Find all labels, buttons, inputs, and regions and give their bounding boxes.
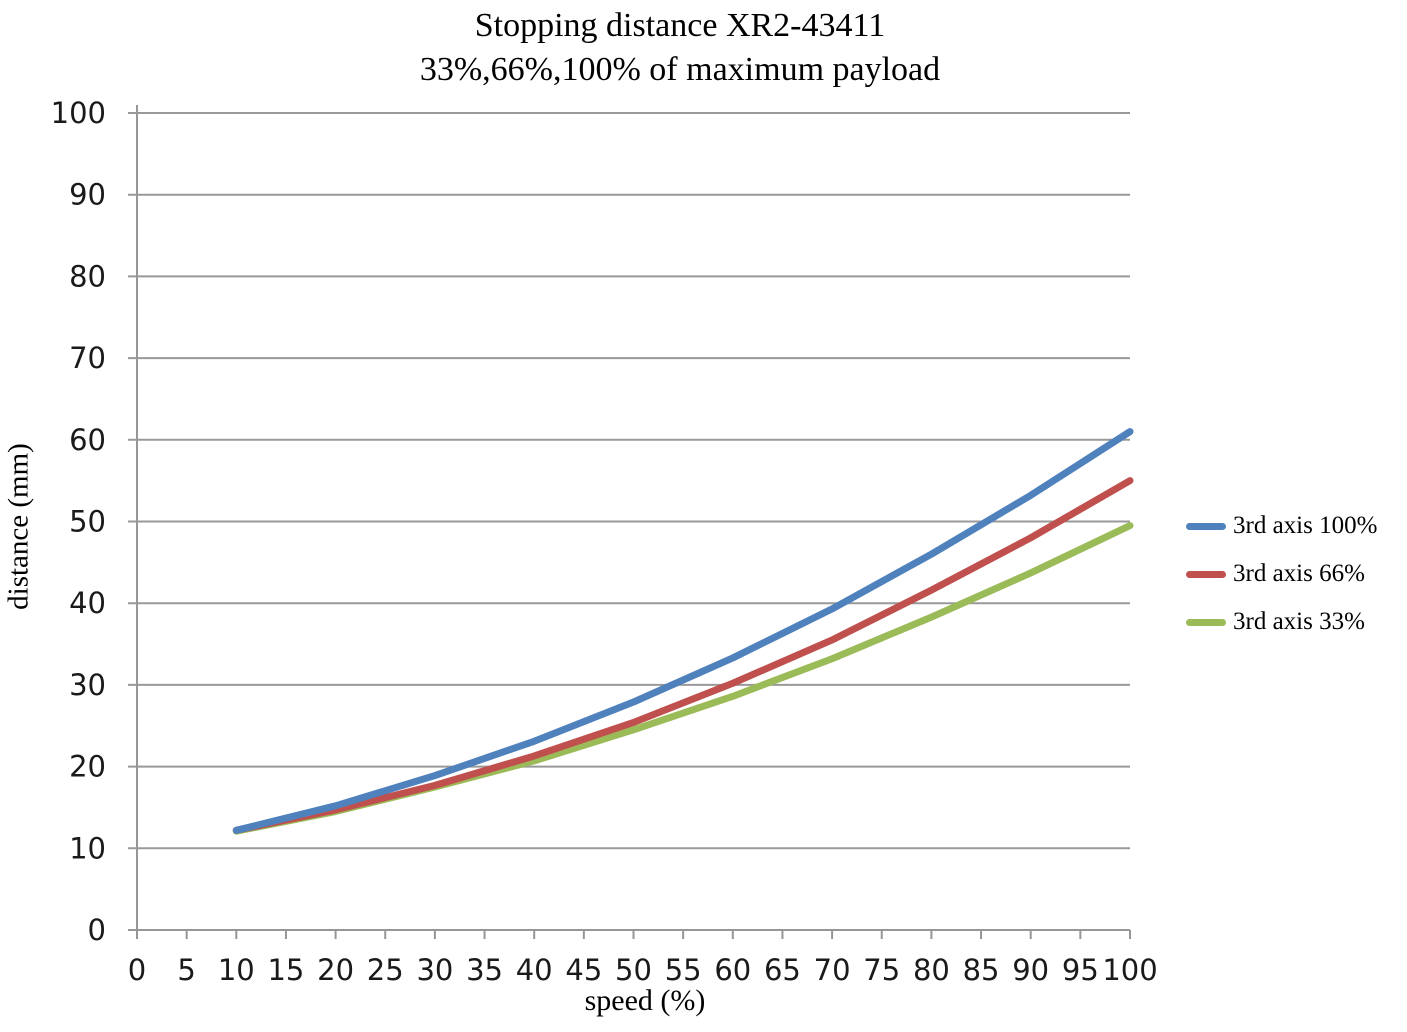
chart-title: Stopping distance XR2-43411 <box>474 7 886 44</box>
svg-text:70: 70 <box>814 953 851 987</box>
svg-text:20: 20 <box>317 953 354 987</box>
x-axis-tick-labels: 0 5 10 15 20 25 30 35 40 45 50 55 60 65 70 75 80 85 90 95 10… <box>128 953 1158 987</box>
svg-text:90: 90 <box>69 178 106 212</box>
svg-text:100: 100 <box>51 96 106 130</box>
legend-item-100: 3rd axis 100% <box>1186 512 1377 540</box>
svg-text:60: 60 <box>69 423 106 457</box>
svg-text:30: 30 <box>69 668 106 702</box>
svg-text:100: 100 <box>1102 953 1157 987</box>
svg-text:15: 15 <box>267 953 304 987</box>
x-axis-title: speed (%) <box>584 984 706 1017</box>
legend-label: 3rd axis 66% <box>1233 560 1365 587</box>
legend-line-swatch-red <box>1186 570 1226 578</box>
x-axis-ticks <box>136 930 1131 939</box>
svg-text:30: 30 <box>416 953 453 987</box>
legend-label: 3rd axis 100% <box>1233 512 1378 539</box>
svg-text:95: 95 <box>1062 953 1099 987</box>
svg-text:25: 25 <box>367 953 404 987</box>
svg-text:75: 75 <box>863 953 900 987</box>
svg-text:40: 40 <box>69 586 106 620</box>
svg-text:80: 80 <box>69 259 106 293</box>
svg-text:65: 65 <box>764 953 801 987</box>
chart-subtitle: 33%,66%,100% of maximum payload <box>419 51 941 88</box>
svg-text:0: 0 <box>88 913 106 947</box>
svg-text:40: 40 <box>516 953 553 987</box>
series-line-3rd-axis-100- <box>232 428 1134 834</box>
y-axis-title: distance (mm) <box>2 443 35 610</box>
svg-text:60: 60 <box>714 953 751 987</box>
gridlines <box>128 112 1130 850</box>
legend-item-33: 3rd axis 33% <box>1186 608 1377 636</box>
axes <box>128 105 1130 939</box>
svg-text:90: 90 <box>1012 953 1049 987</box>
series-line-3rd-axis-66- <box>232 477 1134 834</box>
svg-text:0: 0 <box>128 953 146 987</box>
svg-text:20: 20 <box>69 750 106 784</box>
svg-text:50: 50 <box>69 505 106 539</box>
svg-text:10: 10 <box>69 831 106 865</box>
svg-text:85: 85 <box>963 953 1000 987</box>
legend-label: 3rd axis 33% <box>1233 608 1365 635</box>
legend-line-swatch-blue <box>1186 522 1226 530</box>
svg-text:55: 55 <box>665 953 702 987</box>
svg-text:70: 70 <box>69 341 106 375</box>
svg-text:45: 45 <box>565 953 602 987</box>
y-axis-tick-labels: 0 10 20 30 40 50 60 70 80 90 100 <box>51 96 106 947</box>
svg-text:50: 50 <box>615 953 652 987</box>
legend-item-66: 3rd axis 66% <box>1186 560 1377 588</box>
svg-text:35: 35 <box>466 953 503 987</box>
legend-line-swatch-green <box>1186 618 1226 626</box>
svg-text:80: 80 <box>913 953 950 987</box>
svg-text:10: 10 <box>218 953 255 987</box>
legend: 3rd axis 100% 3rd axis 66% 3rd axis 33% <box>1186 512 1377 636</box>
svg-text:5: 5 <box>177 953 195 987</box>
